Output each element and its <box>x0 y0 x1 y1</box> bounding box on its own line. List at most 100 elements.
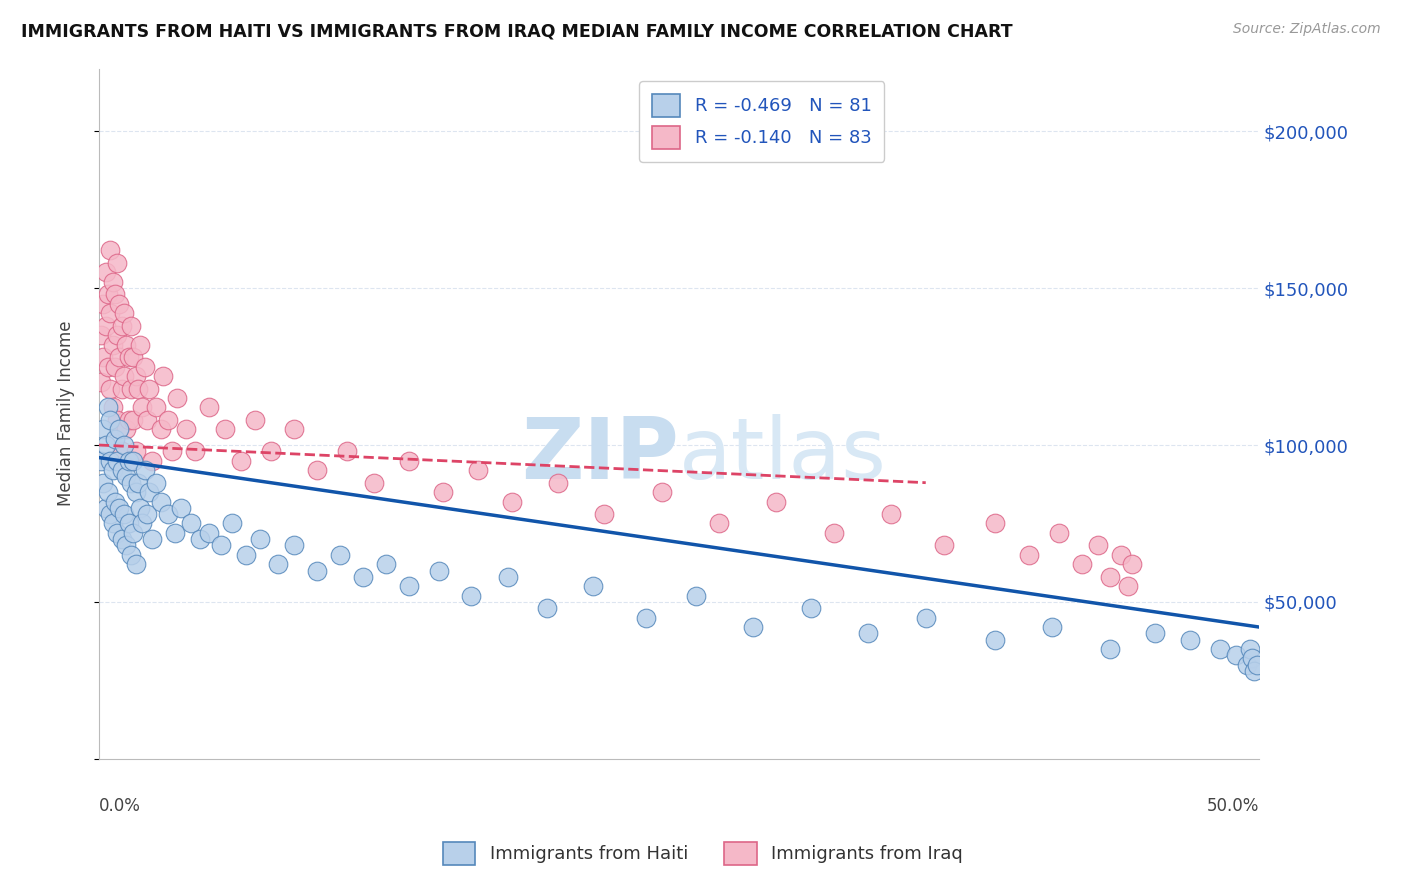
Point <box>1087 538 1109 552</box>
Point <box>98 382 121 396</box>
Point <box>138 485 160 500</box>
Point <box>432 485 454 500</box>
Point <box>934 538 956 552</box>
Point <box>174 422 197 436</box>
Point <box>112 507 135 521</box>
Point <box>1116 579 1139 593</box>
Point <box>1239 642 1261 657</box>
Point <box>105 256 128 270</box>
Point <box>94 318 117 333</box>
Point <box>122 525 145 540</box>
Point <box>120 548 142 562</box>
Point <box>267 558 290 572</box>
Point <box>94 265 117 279</box>
Point <box>1121 558 1143 572</box>
Point <box>105 328 128 343</box>
Point <box>214 422 236 436</box>
Point <box>742 620 765 634</box>
Point <box>122 350 145 364</box>
Point <box>398 579 420 593</box>
Point <box>858 626 880 640</box>
Point <box>101 275 124 289</box>
Point <box>97 401 120 415</box>
Point <box>983 632 1005 647</box>
Point <box>115 422 138 436</box>
Point <box>90 328 112 343</box>
Text: IMMIGRANTS FROM HAITI VS IMMIGRANTS FROM IRAQ MEDIAN FAMILY INCOME CORRELATION C: IMMIGRANTS FROM HAITI VS IMMIGRANTS FROM… <box>21 22 1012 40</box>
Point <box>221 516 243 531</box>
Point <box>983 516 1005 531</box>
Point <box>127 475 149 490</box>
Point <box>166 391 188 405</box>
Point <box>198 525 221 540</box>
Point <box>651 485 673 500</box>
Point <box>124 485 146 500</box>
Point <box>1178 632 1201 647</box>
Text: 50.0%: 50.0% <box>1206 797 1258 814</box>
Point <box>124 369 146 384</box>
Point <box>305 564 328 578</box>
Point <box>115 337 138 351</box>
Point <box>152 369 174 384</box>
Point <box>93 422 115 436</box>
Point <box>283 538 305 552</box>
Point <box>1040 620 1063 634</box>
Point <box>235 548 257 562</box>
Point <box>823 525 845 540</box>
Point <box>111 444 134 458</box>
Point <box>94 500 117 515</box>
Point <box>129 337 152 351</box>
Point <box>1047 525 1070 540</box>
Point <box>880 507 903 521</box>
Point <box>134 359 156 374</box>
Point <box>104 359 127 374</box>
Point <box>105 453 128 467</box>
Point <box>136 413 159 427</box>
Point <box>131 516 153 531</box>
Point <box>97 287 120 301</box>
Point <box>108 297 131 311</box>
Point <box>707 516 730 531</box>
Point <box>460 589 482 603</box>
Y-axis label: Median Family Income: Median Family Income <box>58 321 75 507</box>
Point <box>352 570 374 584</box>
Point <box>101 337 124 351</box>
Point <box>188 532 211 546</box>
Point <box>93 475 115 490</box>
Point <box>118 453 141 467</box>
Legend: R = -0.469   N = 81, R = -0.140   N = 83: R = -0.469 N = 81, R = -0.140 N = 83 <box>638 81 884 161</box>
Point <box>593 507 616 521</box>
Text: 0.0%: 0.0% <box>98 797 141 814</box>
Point <box>467 463 489 477</box>
Point <box>141 532 163 546</box>
Point <box>1071 558 1094 572</box>
Point <box>1098 642 1121 657</box>
Point <box>97 485 120 500</box>
Point <box>180 516 202 531</box>
Point <box>97 359 120 374</box>
Point <box>305 463 328 477</box>
Point <box>118 413 141 427</box>
Point <box>145 401 167 415</box>
Text: atlas: atlas <box>679 414 887 497</box>
Point <box>398 453 420 467</box>
Point <box>98 244 121 258</box>
Point <box>118 350 141 364</box>
Point <box>536 601 558 615</box>
Point <box>105 525 128 540</box>
Point <box>98 413 121 427</box>
Point <box>243 413 266 427</box>
Point <box>363 475 385 490</box>
Point <box>800 601 823 615</box>
Point <box>112 369 135 384</box>
Point <box>98 507 121 521</box>
Point <box>1144 626 1167 640</box>
Point <box>120 475 142 490</box>
Point <box>101 401 124 415</box>
Point <box>184 444 207 458</box>
Point <box>1098 570 1121 584</box>
Point <box>90 453 112 467</box>
Point <box>231 453 253 467</box>
Point <box>765 494 787 508</box>
Point <box>115 469 138 483</box>
